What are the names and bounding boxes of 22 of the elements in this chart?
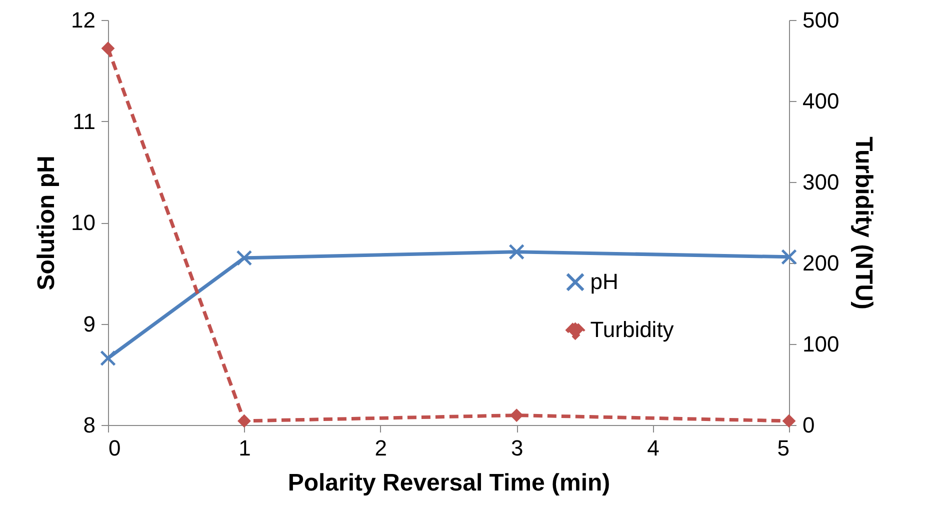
legend-label: pH xyxy=(590,269,618,294)
x-tick-label: 1 xyxy=(238,436,251,460)
x-tick-label: 2 xyxy=(374,436,388,460)
x-tick-label: 0 xyxy=(108,436,121,460)
y2-tick-label: 0 xyxy=(802,412,815,438)
y-tick-label: 9 xyxy=(83,311,96,336)
y2-tick-label: 300 xyxy=(802,170,840,194)
y-axis-title: Solution pH xyxy=(33,156,60,290)
y2-tick-label: 100 xyxy=(802,332,840,356)
y2-tick-label: 200 xyxy=(802,250,840,276)
x-tick-label: 5 xyxy=(777,436,790,460)
y2-axis-title: Turbidity (NTU) xyxy=(850,136,878,310)
legend-label: Turbidity xyxy=(590,317,674,342)
y-tick-label: 12 xyxy=(71,8,96,32)
y2-tick-label: 400 xyxy=(802,88,840,114)
y2-tick-label: 500 xyxy=(802,8,840,32)
y-tick-label: 8 xyxy=(83,412,96,438)
x-tick-label: 4 xyxy=(647,436,660,460)
x-tick-label: 3 xyxy=(510,436,524,460)
x-axis-title: Polarity Reversal Time (min) xyxy=(288,470,610,496)
y-tick-label: 10 xyxy=(71,210,96,235)
y-tick-label: 11 xyxy=(72,108,96,134)
